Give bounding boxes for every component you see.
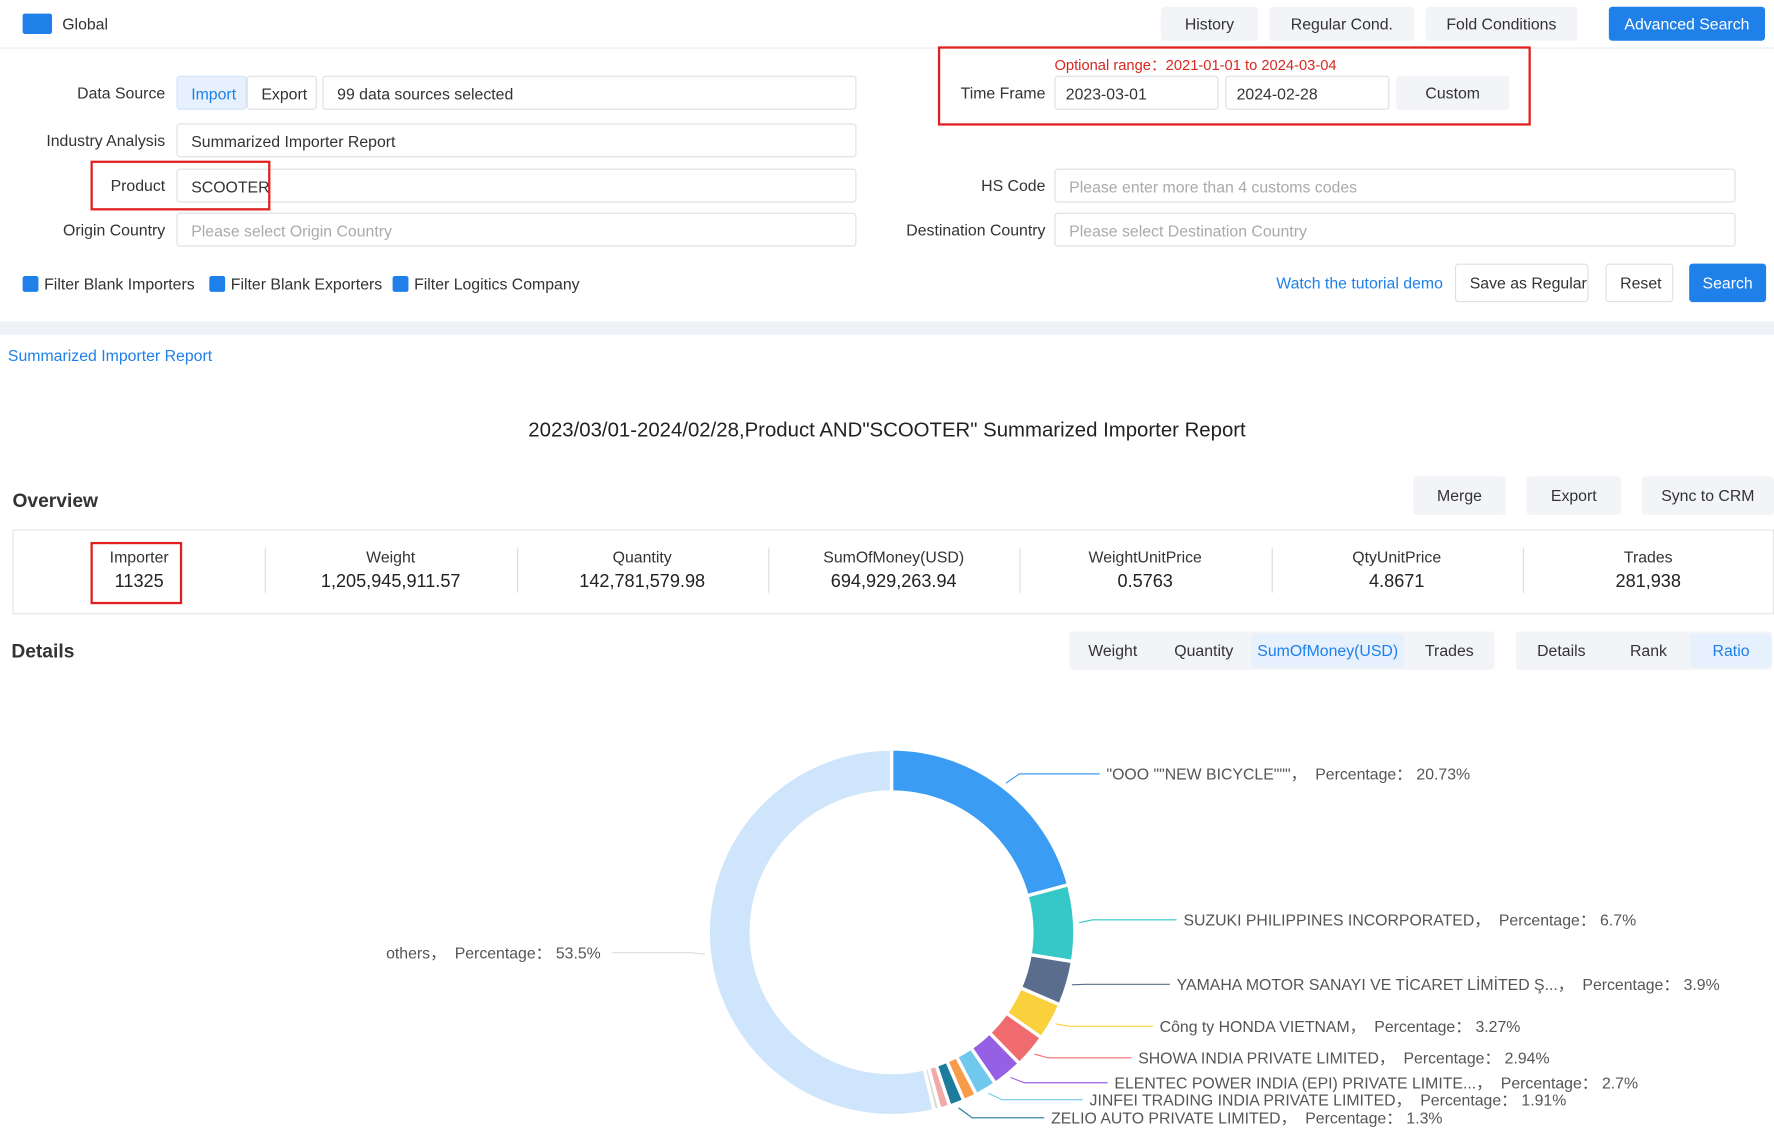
- leader-line: [1011, 1077, 1108, 1082]
- slice-label: ZELIO AUTO PRIVATE LIMITED， Percentage： …: [1051, 1110, 1442, 1127]
- search-btn[interactable]: Search: [1689, 264, 1766, 302]
- stat-label: WeightUnitPrice: [1020, 548, 1271, 566]
- stat-label: SumOfMoney(USD): [768, 548, 1019, 566]
- merge-btn[interactable]: Merge: [1413, 476, 1506, 514]
- section-title: Overview: [12, 490, 98, 513]
- checkbox-label: Filter Blank Exporters: [231, 275, 382, 293]
- tutorial-link[interactable]: Watch the tutorial demo: [1276, 274, 1443, 292]
- export-btn[interactable]: Export: [1526, 476, 1621, 514]
- stat-label: QtyUnitPrice: [1271, 548, 1522, 566]
- leader-line: [1006, 774, 1100, 783]
- import-tab[interactable]: Import: [176, 76, 246, 110]
- leader-line: [1055, 1024, 1152, 1026]
- stat-value: 4.8671: [1271, 572, 1522, 592]
- view-tab[interactable]: Details: [1516, 634, 1607, 668]
- stat-label: Trades: [1523, 548, 1774, 566]
- slice-label: JINFEI TRADING INDIA PRIVATE LIMITED， Pe…: [1090, 1092, 1567, 1109]
- label: Origin Country: [7, 213, 165, 247]
- origin-select[interactable]: Please select Origin Country: [176, 213, 856, 247]
- leader-line: [612, 953, 705, 955]
- metric-tab[interactable]: SumOfMoney(USD): [1251, 634, 1404, 668]
- history-btn[interactable]: History: [1161, 7, 1258, 41]
- label: Time Frame: [887, 76, 1045, 110]
- custom-btn[interactable]: Custom: [1396, 76, 1509, 110]
- report-title: 2023/03/01-2024/02/28,Product AND"SCOOTE…: [0, 419, 1774, 443]
- divider: [0, 321, 1774, 335]
- leader-line: [1034, 1054, 1131, 1058]
- regular-btn[interactable]: Regular Cond.: [1269, 7, 1414, 41]
- separator: [1020, 548, 1021, 593]
- fold-btn[interactable]: Fold Conditions: [1426, 7, 1578, 41]
- checkbox-label: Filter Blank Importers: [44, 275, 195, 293]
- checkbox[interactable]: Filter Logitics Company: [393, 275, 580, 293]
- checkbox[interactable]: Filter Blank Importers: [23, 275, 195, 293]
- slice-label: ELENTEC POWER INDIA (EPI) PRIVATE LIMITE…: [1114, 1075, 1638, 1092]
- stat: Weight 1,205,945,911.57: [265, 548, 516, 593]
- checkbox-label: Filter Logitics Company: [414, 275, 580, 293]
- metric-tab[interactable]: Quantity: [1156, 634, 1251, 668]
- source-select[interactable]: 99 data sources selected: [322, 76, 856, 110]
- stat-label: Weight: [265, 548, 516, 566]
- export-tab[interactable]: Export: [247, 76, 317, 110]
- slice-label: Công ty HONDA VIETNAM， Percentage： 3.27%: [1160, 1019, 1521, 1036]
- end-date[interactable]: 2024-02-28: [1225, 76, 1389, 110]
- stat: QtyUnitPrice 4.8671: [1271, 548, 1522, 593]
- tab[interactable]: Summarized Importer Report: [8, 346, 212, 364]
- section-title: Details: [11, 640, 74, 663]
- stat-value: 281,938: [1523, 572, 1774, 592]
- product-input[interactable]: SCOOTER: [176, 169, 856, 203]
- crm-btn[interactable]: Sync to CRM: [1642, 476, 1774, 514]
- scope[interactable]: Global: [62, 15, 108, 33]
- stat: Importer 11325: [14, 548, 265, 593]
- globe-icon: [23, 14, 52, 34]
- checkbox[interactable]: Filter Blank Exporters: [209, 275, 382, 293]
- slice-label: SHOWA INDIA PRIVATE LIMITED， Percentage：…: [1138, 1051, 1549, 1068]
- dest-select[interactable]: Please select Destination Country: [1054, 213, 1735, 247]
- stat-value: 142,781,579.98: [517, 572, 768, 592]
- separator: [1271, 548, 1272, 593]
- separator: [265, 548, 266, 593]
- slice-label: others， Percentage： 53.5%: [386, 945, 601, 962]
- slice: [708, 749, 934, 1116]
- separator: [768, 548, 769, 593]
- stat: Trades 281,938: [1523, 548, 1774, 593]
- stat-label: Importer: [14, 548, 265, 566]
- separator: [1523, 548, 1524, 593]
- stat: WeightUnitPrice 0.5763: [1020, 548, 1271, 593]
- save-btn[interactable]: Save as Regular: [1455, 264, 1589, 302]
- metric-tab[interactable]: Weight: [1069, 634, 1156, 668]
- leader-line: [988, 1093, 1082, 1100]
- slice: [1027, 885, 1075, 962]
- stat: SumOfMoney(USD) 694,929,263.94: [768, 548, 1019, 593]
- highlight: [91, 161, 271, 211]
- label: Data Source: [7, 76, 165, 110]
- stat-value: 11325: [14, 572, 265, 592]
- label: HS Code: [887, 169, 1045, 203]
- stat-value: 1,205,945,911.57: [265, 572, 516, 592]
- industry-select[interactable]: Summarized Importer Report: [176, 123, 856, 157]
- stat-value: 0.5763: [1020, 572, 1271, 592]
- label: Destination Country: [887, 213, 1045, 247]
- leader-line: [958, 1108, 1044, 1118]
- slice: [892, 749, 1069, 896]
- slice-label: "OOO ""NEW BICYCLE"""， Percentage： 20.73…: [1107, 767, 1471, 784]
- stat: Quantity 142,781,579.98: [517, 548, 768, 593]
- hs-input[interactable]: Please enter more than 4 customs codes: [1054, 169, 1735, 203]
- stat-label: Quantity: [517, 548, 768, 566]
- separator: [517, 548, 518, 593]
- view-tab[interactable]: Rank: [1609, 634, 1688, 668]
- start-date[interactable]: 2023-03-01: [1054, 76, 1218, 110]
- slice-label: SUZUKI PHILIPPINES INCORPORATED， Percent…: [1183, 912, 1636, 929]
- label: Industry Analysis: [7, 123, 165, 157]
- stat-value: 694,929,263.94: [768, 572, 1019, 592]
- metric-tab[interactable]: Trades: [1404, 634, 1495, 668]
- advanced-search-btn[interactable]: Advanced Search: [1609, 7, 1765, 41]
- slice-label: YAMAHA MOTOR SANAYI VE TİCARET LİMİTED Ş…: [1177, 975, 1720, 994]
- leader-line: [1079, 920, 1177, 923]
- donut-chart: "OOO ""NEW BICYCLE"""， Percentage： 20.73…: [0, 679, 1774, 1139]
- reset-btn[interactable]: Reset: [1605, 264, 1673, 302]
- view-tab[interactable]: Ratio: [1690, 634, 1771, 668]
